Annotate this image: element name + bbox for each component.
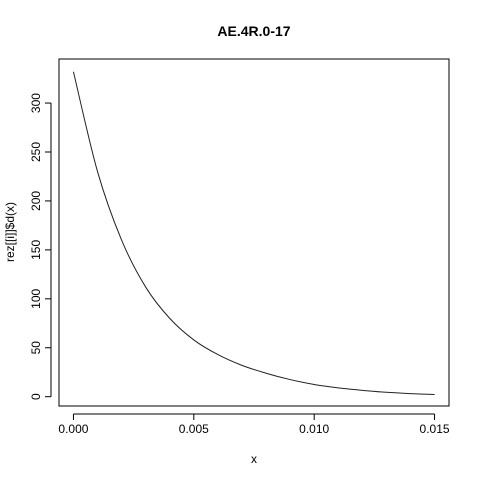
x-axis-label: x (251, 452, 257, 466)
x-tick-label: 0.005 (179, 422, 209, 436)
y-tick-label: 150 (29, 240, 43, 260)
y-axis: 0 50 100 150 200 250 300 (29, 93, 52, 400)
x-axis: 0.000 0.005 0.010 0.015 (58, 413, 450, 436)
chart-title: AE.4R.0-17 (217, 23, 290, 39)
y-tick-label: 0 (29, 393, 43, 400)
y-tick-label: 50 (29, 341, 43, 355)
x-tick-label: 0.010 (299, 422, 329, 436)
y-tick-label: 200 (29, 191, 43, 211)
y-tick-label: 250 (29, 142, 43, 162)
y-tick-label: 100 (29, 288, 43, 308)
y-tick-label: 300 (29, 93, 43, 113)
y-axis-label: rez[[i]]$d(x) (3, 202, 17, 262)
x-tick-label: 0.000 (58, 422, 88, 436)
plot-frame (58, 58, 450, 407)
x-tick-label: 0.015 (420, 422, 450, 436)
series-line (72, 71, 435, 396)
